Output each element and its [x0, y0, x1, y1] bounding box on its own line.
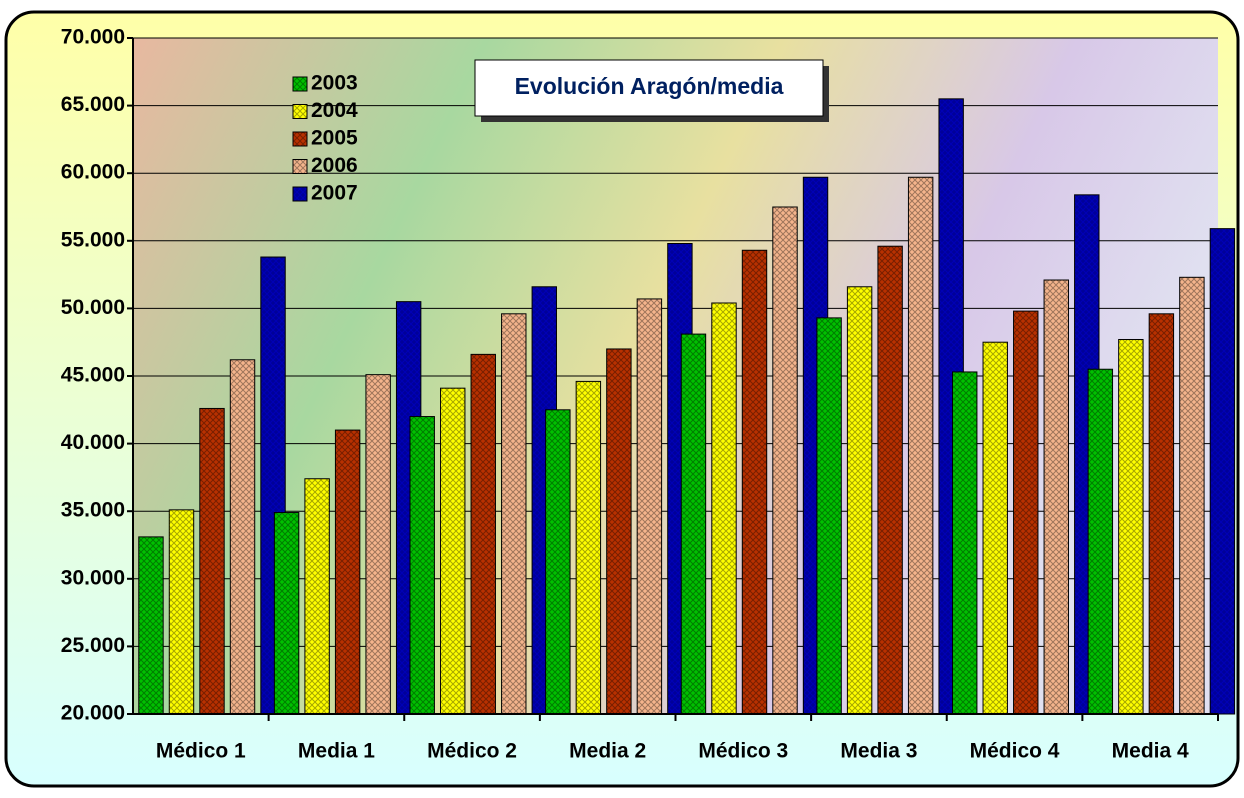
bar	[711, 302, 737, 715]
legend-label: 2004	[311, 99, 358, 122]
y-tick-label: 65.000	[61, 93, 125, 116]
bar	[304, 478, 330, 715]
bar	[409, 416, 435, 715]
legend-label: 2006	[311, 154, 358, 177]
y-tick-label: 25.000	[61, 634, 125, 657]
bar	[334, 429, 361, 715]
y-tick-label: 70.000	[61, 26, 125, 49]
y-tick-label: 35.000	[61, 499, 125, 522]
bar	[846, 286, 873, 715]
legend-swatch	[292, 131, 308, 147]
bar	[907, 176, 934, 715]
bar	[877, 245, 903, 715]
bar	[1179, 276, 1205, 715]
x-tick-label: Médico 3	[698, 740, 788, 763]
bar	[816, 317, 842, 715]
legend-swatch	[292, 104, 308, 119]
legend-swatch	[292, 159, 308, 174]
bar	[680, 333, 707, 715]
bar	[138, 536, 164, 715]
bar	[501, 313, 527, 715]
y-tick-label: 60.000	[61, 161, 125, 184]
legend-swatch	[292, 186, 308, 202]
bar	[199, 407, 225, 715]
title-box	[474, 59, 824, 117]
bar	[440, 387, 466, 715]
bar	[1118, 338, 1144, 715]
x-tick-label: Media 4	[1112, 740, 1189, 763]
bar	[1043, 279, 1069, 715]
y-tick-label: 20.000	[61, 702, 125, 725]
x-tick-label: Médico 4	[970, 740, 1060, 763]
bar	[636, 298, 663, 715]
bar	[1148, 313, 1175, 715]
bar	[229, 359, 256, 715]
bar	[1087, 368, 1114, 715]
x-tick-label: Médico 1	[156, 740, 246, 763]
bar	[545, 409, 571, 715]
chart-title: Evolución Aragón/media	[515, 73, 784, 99]
bar	[606, 348, 632, 715]
y-tick-label: 40.000	[61, 431, 125, 454]
x-tick-label: Media 1	[298, 740, 375, 763]
bar	[470, 353, 496, 715]
bar	[273, 512, 300, 715]
legend-label: 2007	[311, 182, 358, 205]
legend-label: 2005	[311, 127, 358, 150]
legend-swatch	[292, 76, 308, 92]
y-tick-label: 45.000	[61, 364, 125, 387]
bar	[1209, 228, 1236, 715]
legend-label: 2003	[311, 72, 358, 95]
y-tick-label: 30.000	[61, 566, 125, 589]
x-tick-label: Media 2	[569, 740, 646, 763]
x-tick-label: Médico 2	[427, 740, 517, 763]
bar	[168, 509, 195, 715]
bar	[982, 341, 1008, 715]
bar	[1013, 310, 1039, 715]
bar	[741, 249, 768, 715]
bar	[575, 380, 602, 715]
bar	[365, 374, 391, 715]
x-tick-label: Media 3	[840, 740, 917, 763]
y-tick-label: 55.000	[61, 228, 125, 251]
y-tick-label: 50.000	[61, 296, 125, 319]
bar	[952, 371, 978, 715]
bar	[772, 206, 798, 715]
